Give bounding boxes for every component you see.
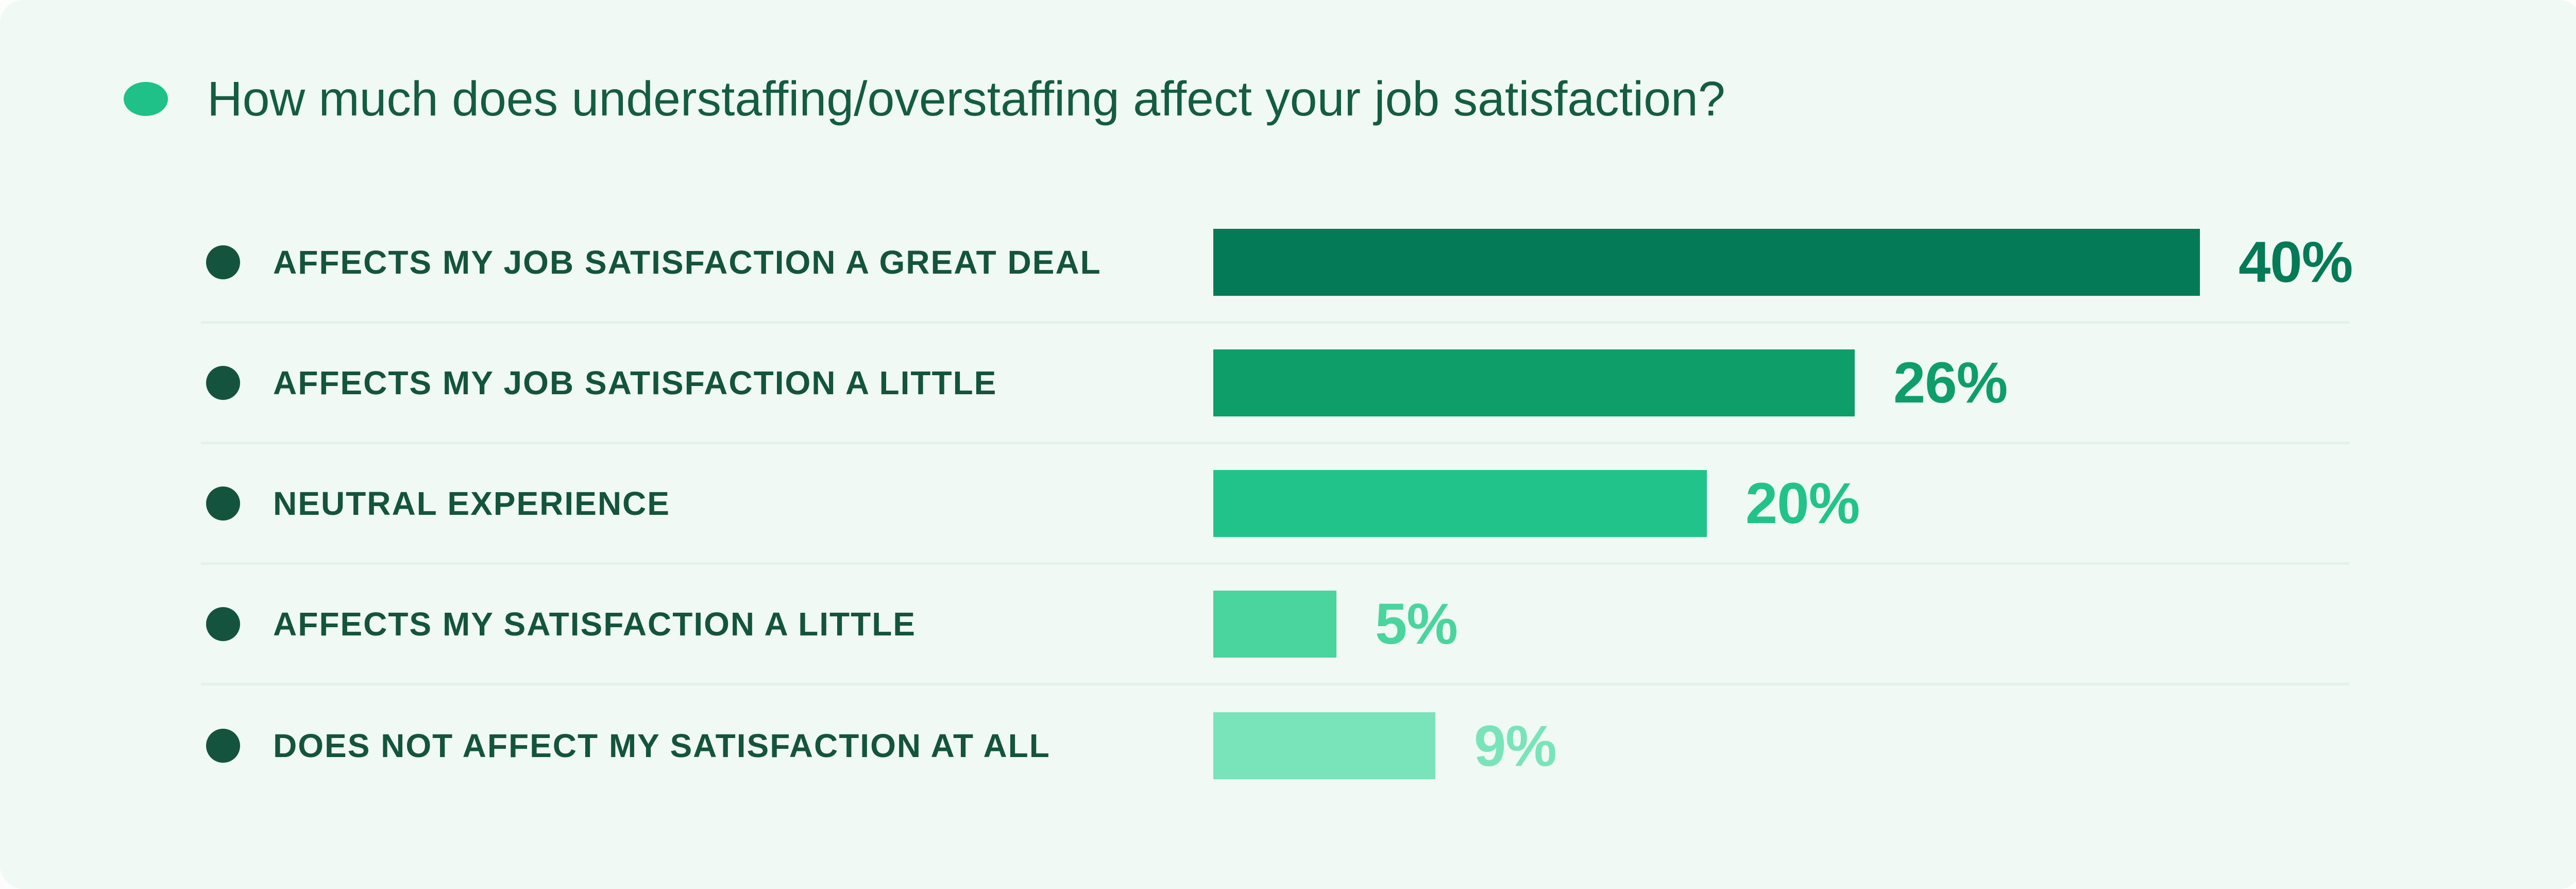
title-bullet-icon — [124, 82, 168, 116]
value-label: 40% — [2239, 230, 2353, 294]
category-label: AFFECTS MY SATISFACTION A LITTLE — [273, 605, 916, 643]
bar — [1213, 349, 1855, 416]
bar-cell: 26% — [1213, 349, 2349, 416]
chart-row: AFFECTS MY JOB SATISFACTION A GREAT DEAL… — [201, 203, 2353, 324]
category-cell: AFFECTS MY SATISFACTION A LITTLE — [201, 605, 1213, 643]
value-label: 20% — [1745, 471, 1860, 535]
category-bullet-icon — [206, 245, 240, 279]
bar — [1213, 469, 1707, 537]
bar — [1213, 712, 1435, 779]
category-label: DOES NOT AFFECT MY SATISFACTION AT ALL — [273, 727, 1050, 764]
value-label: 26% — [1893, 350, 2008, 415]
category-cell: DOES NOT AFFECT MY SATISFACTION AT ALL — [201, 727, 1213, 765]
bar-cell: 40% — [1213, 228, 2353, 296]
category-cell: AFFECTS MY JOB SATISFACTION A LITTLE — [201, 364, 1213, 402]
bar-chart: AFFECTS MY JOB SATISFACTION A GREAT DEAL… — [201, 203, 2353, 806]
chart-row: DOES NOT AFFECT MY SATISFACTION AT ALL 9… — [201, 685, 2349, 806]
category-bullet-icon — [206, 607, 240, 641]
bar-cell: 9% — [1213, 712, 2349, 779]
category-cell: NEUTRAL EXPERIENCE — [201, 484, 1213, 523]
chart-title: How much does understaffing/overstaffing… — [207, 71, 1725, 126]
bar — [1213, 590, 1336, 658]
category-bullet-icon — [206, 365, 240, 400]
bar-cell: 5% — [1213, 590, 2349, 658]
category-label: AFFECTS MY JOB SATISFACTION A LITTLE — [273, 364, 997, 401]
bar — [1213, 228, 2200, 296]
chart-title-row: How much does understaffing/overstaffing… — [124, 71, 1725, 127]
bar-cell: 20% — [1213, 469, 2349, 537]
chart-row: NEUTRAL EXPERIENCE 20% — [201, 444, 2349, 565]
category-label: NEUTRAL EXPERIENCE — [273, 484, 670, 522]
chart-row: AFFECTS MY JOB SATISFACTION A LITTLE 26% — [201, 324, 2349, 444]
value-label: 9% — [1474, 713, 1557, 778]
chart-row: AFFECTS MY SATISFACTION A LITTLE 5% — [201, 565, 2349, 685]
category-bullet-icon — [206, 486, 240, 521]
value-label: 5% — [1375, 592, 1458, 656]
category-bullet-icon — [206, 729, 240, 763]
category-label: AFFECTS MY JOB SATISFACTION A GREAT DEAL — [273, 243, 1101, 281]
category-cell: AFFECTS MY JOB SATISFACTION A GREAT DEAL — [201, 243, 1213, 281]
